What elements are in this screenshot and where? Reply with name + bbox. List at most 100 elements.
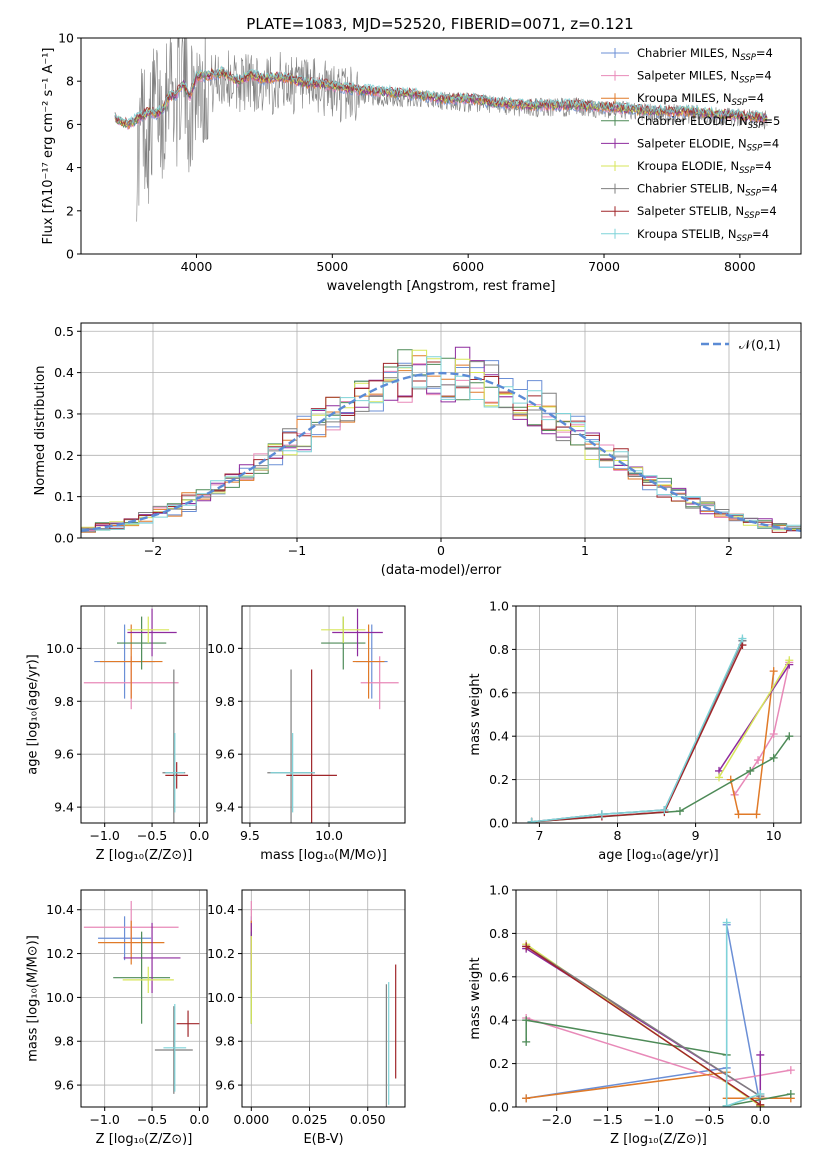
y-tick-label: 10.0 bbox=[46, 990, 74, 1005]
x-axis-label: (data-model)/error bbox=[381, 563, 502, 578]
mass-weight-line bbox=[526, 924, 762, 1107]
plot-area bbox=[522, 918, 795, 1107]
y-tick-label: 0.0 bbox=[54, 531, 74, 546]
mass-weight-marker bbox=[722, 1101, 731, 1107]
y-tick-label: 9.4 bbox=[54, 800, 74, 815]
y-tick-label: 0.4 bbox=[489, 729, 509, 744]
x-axis-label: Z [log₁₀(Z/Z⊙)] bbox=[610, 1132, 707, 1147]
y-tick-label: 6 bbox=[66, 117, 74, 132]
y-tick-label: 9.6 bbox=[54, 1078, 74, 1093]
legend-entry: Salpeter ELODIE, NSSP=4 bbox=[637, 136, 779, 153]
x-axis-label: mass [log₁₀(M/M⊙)] bbox=[260, 848, 387, 863]
y-tick-label: 10.0 bbox=[207, 641, 235, 656]
y-tick-label: 0.2 bbox=[54, 448, 74, 463]
x-tick-label: 10 bbox=[766, 828, 782, 843]
legend-entry: Kroupa MILES, NSSP=4 bbox=[637, 91, 764, 108]
x-tick-label: −1.0 bbox=[90, 1112, 120, 1127]
mass-weight-line bbox=[531, 644, 744, 823]
x-tick-label: −0.5 bbox=[137, 1112, 167, 1127]
legend-entry: Chabrier MILES, NSSP=4 bbox=[637, 46, 773, 63]
legend-entry: Salpeter STELIB, NSSP=4 bbox=[637, 204, 777, 221]
legend-entry: Chabrier STELIB, NSSP=4 bbox=[637, 182, 778, 199]
normal-reference-curve bbox=[81, 371, 801, 532]
y-tick-label: 1.0 bbox=[489, 883, 509, 898]
mass-weight-line bbox=[531, 638, 744, 823]
y-tick-label: 0.0 bbox=[489, 816, 509, 831]
mass-weight-marker bbox=[769, 667, 778, 676]
y-tick-label: 10.2 bbox=[46, 946, 74, 961]
y-tick-label: 0.8 bbox=[489, 926, 509, 941]
y-tick-label: 10.4 bbox=[207, 902, 235, 917]
y-tick-label: 0.6 bbox=[489, 969, 509, 984]
x-tick-label: 6000 bbox=[452, 259, 484, 274]
mass-weight-line bbox=[729, 671, 775, 816]
axes-frame bbox=[80, 889, 208, 1108]
x-tick-label: 0.050 bbox=[350, 1112, 386, 1127]
y-tick-label: 8 bbox=[66, 74, 74, 89]
mass-weight-marker bbox=[715, 773, 724, 782]
y-tick-label: 0.4 bbox=[54, 365, 74, 380]
x-tick-label: 7000 bbox=[588, 259, 620, 274]
x-axis-label: Z [log₁₀(Z/Z⊙)] bbox=[96, 1132, 193, 1147]
y-tick-label: 10 bbox=[58, 31, 74, 46]
mass-weight-marker bbox=[752, 810, 761, 819]
mass-weight-marker bbox=[786, 1066, 795, 1075]
mass-weight-marker bbox=[522, 942, 531, 951]
x-tick-label: 0.0 bbox=[750, 1112, 770, 1127]
panel-mass-weight-vs-metallicity: −2.0 −1.5 −1.0 −0.5 0.0 0.0 0.2 0.4 0.6 0.8 1.0 Z [… bbox=[468, 883, 802, 1147]
axes-frame bbox=[241, 605, 406, 824]
y-tick-label: 0.5 bbox=[54, 324, 74, 339]
y-tick-label: 0.3 bbox=[54, 406, 74, 421]
plot-area bbox=[250, 900, 397, 1107]
x-tick-label: 10.0 bbox=[315, 828, 343, 843]
panel-age-vs-metallicity: −1.0 −0.5 0.0 9.4 9.6 9.8 10.0 Z [log₁₀(Z/Z⊙)] a… bbox=[26, 605, 209, 863]
mass-weight-marker bbox=[769, 753, 778, 762]
y-tick-label: 0.8 bbox=[489, 642, 509, 657]
model-spectrum-line bbox=[114, 65, 768, 124]
y-tick-label: 10.4 bbox=[46, 902, 74, 917]
y-axis-label: mass [log₁₀(M/M⊙)] bbox=[26, 935, 41, 1062]
y-axis-label: Flux [fλ10⁻¹⁷ erg cm⁻² s⁻¹ A⁻¹] bbox=[41, 47, 56, 244]
mass-weight-line bbox=[733, 662, 791, 796]
x-tick-label: −0.5 bbox=[694, 1112, 724, 1127]
mass-weight-marker bbox=[722, 918, 731, 927]
mass-weight-line bbox=[525, 945, 761, 1106]
y-tick-label: 9.8 bbox=[54, 1034, 74, 1049]
mass-weight-marker bbox=[597, 810, 606, 819]
residual-histogram bbox=[81, 356, 801, 531]
y-axis-label: mass weight bbox=[468, 957, 483, 1039]
mass-weight-line bbox=[531, 735, 790, 823]
figure-title: PLATE=1083, MJD=52520, FIBERID=0071, z=0… bbox=[246, 15, 633, 33]
x-tick-label: 0.000 bbox=[233, 1112, 269, 1127]
y-axis-label: mass weight bbox=[468, 673, 483, 755]
y-tick-label: 9.6 bbox=[215, 1078, 235, 1093]
x-tick-label: −2 bbox=[144, 543, 162, 558]
x-tick-label: 8000 bbox=[724, 259, 756, 274]
x-tick-label: −1.0 bbox=[90, 828, 120, 843]
mass-weight-marker bbox=[675, 807, 684, 816]
panel-spectrum: 4000 5000 6000 7000 8000 0 2 4 6 8 10 wavelength [A… bbox=[41, 31, 802, 294]
y-tick-label: 2 bbox=[66, 203, 74, 218]
y-axis-label: age [log₁₀(age/yr)] bbox=[26, 654, 41, 775]
y-tick-label: 9.4 bbox=[215, 800, 235, 815]
y-tick-label: 0.2 bbox=[489, 1056, 509, 1071]
x-tick-label: 5000 bbox=[316, 259, 348, 274]
x-tick-label: 0.0 bbox=[189, 1112, 209, 1127]
mass-weight-marker bbox=[522, 1016, 531, 1025]
y-tick-label: 0 bbox=[66, 247, 74, 262]
y-tick-label: 4 bbox=[66, 160, 74, 175]
x-tick-label: 9 bbox=[692, 828, 700, 843]
x-tick-label: 0 bbox=[437, 543, 445, 558]
y-tick-label: 0.0 bbox=[489, 1100, 509, 1115]
plot-area bbox=[114, 38, 768, 222]
mass-weight-marker bbox=[769, 730, 778, 739]
x-tick-label: −2.0 bbox=[542, 1112, 572, 1127]
y-tick-label: 0.1 bbox=[54, 489, 74, 504]
x-axis-label: E(B-V) bbox=[303, 1132, 343, 1147]
mass-weight-marker bbox=[734, 810, 743, 819]
x-tick-label: 7 bbox=[535, 828, 543, 843]
axes-frame bbox=[80, 37, 802, 255]
y-tick-label: 10.2 bbox=[207, 946, 235, 961]
y-tick-label: 9.6 bbox=[215, 747, 235, 762]
x-tick-label: −0.5 bbox=[137, 828, 167, 843]
